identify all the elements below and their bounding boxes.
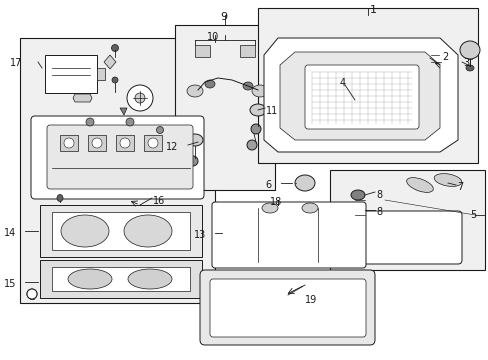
Ellipse shape xyxy=(27,289,37,299)
Ellipse shape xyxy=(86,118,94,126)
Text: 10: 10 xyxy=(206,32,219,42)
FancyBboxPatch shape xyxy=(47,125,193,189)
Polygon shape xyxy=(280,52,439,140)
Text: 9: 9 xyxy=(220,12,226,22)
Ellipse shape xyxy=(186,134,203,146)
Ellipse shape xyxy=(401,112,409,120)
Bar xyxy=(262,212,313,260)
FancyBboxPatch shape xyxy=(305,65,418,129)
Ellipse shape xyxy=(68,269,112,289)
Ellipse shape xyxy=(187,156,198,166)
Ellipse shape xyxy=(350,205,364,215)
Bar xyxy=(20,38,215,303)
Bar xyxy=(240,45,254,57)
Text: 19: 19 xyxy=(305,295,317,305)
Ellipse shape xyxy=(354,93,368,107)
Ellipse shape xyxy=(350,190,364,200)
Ellipse shape xyxy=(148,138,158,148)
Bar xyxy=(347,222,447,252)
Bar xyxy=(97,68,105,80)
Ellipse shape xyxy=(204,80,215,88)
Ellipse shape xyxy=(250,124,261,134)
FancyBboxPatch shape xyxy=(212,202,365,268)
Bar xyxy=(329,170,484,270)
Text: 15: 15 xyxy=(3,279,16,289)
Ellipse shape xyxy=(120,138,130,148)
Ellipse shape xyxy=(401,74,409,82)
Text: 6: 6 xyxy=(265,180,271,190)
Text: 8: 8 xyxy=(375,190,381,200)
Ellipse shape xyxy=(465,65,473,71)
Text: 7: 7 xyxy=(456,182,462,192)
Ellipse shape xyxy=(156,126,163,134)
Ellipse shape xyxy=(57,194,63,202)
Ellipse shape xyxy=(313,112,321,120)
Text: 13: 13 xyxy=(193,230,205,240)
Bar xyxy=(52,267,190,291)
Ellipse shape xyxy=(27,289,37,299)
Ellipse shape xyxy=(128,269,172,289)
Text: 17: 17 xyxy=(10,58,22,68)
Ellipse shape xyxy=(349,88,373,112)
Ellipse shape xyxy=(111,45,118,51)
Ellipse shape xyxy=(297,286,361,330)
Bar xyxy=(40,260,202,298)
Bar xyxy=(175,25,274,190)
Text: 8: 8 xyxy=(375,207,381,217)
Polygon shape xyxy=(73,94,92,102)
Text: 11: 11 xyxy=(265,106,278,116)
Polygon shape xyxy=(104,55,116,69)
Ellipse shape xyxy=(433,174,461,186)
Bar xyxy=(60,135,78,151)
Ellipse shape xyxy=(92,138,102,148)
Ellipse shape xyxy=(64,138,74,148)
Text: 16: 16 xyxy=(153,196,165,206)
Ellipse shape xyxy=(294,175,314,191)
FancyBboxPatch shape xyxy=(31,116,203,199)
Bar xyxy=(258,8,477,163)
Bar xyxy=(88,135,106,151)
Ellipse shape xyxy=(229,286,293,330)
Polygon shape xyxy=(264,38,457,152)
Bar xyxy=(222,212,253,260)
Text: 3: 3 xyxy=(462,58,468,68)
FancyBboxPatch shape xyxy=(200,270,374,345)
Bar xyxy=(116,135,134,151)
Text: 14: 14 xyxy=(4,228,16,238)
Ellipse shape xyxy=(112,77,118,83)
Ellipse shape xyxy=(186,85,203,97)
Text: 18: 18 xyxy=(269,197,282,207)
Ellipse shape xyxy=(135,93,145,103)
Text: 12: 12 xyxy=(165,142,178,152)
Ellipse shape xyxy=(406,177,432,192)
Ellipse shape xyxy=(29,292,35,297)
FancyBboxPatch shape xyxy=(209,279,365,337)
Ellipse shape xyxy=(262,203,278,213)
Bar xyxy=(45,55,97,93)
Ellipse shape xyxy=(126,118,134,126)
Ellipse shape xyxy=(124,215,172,247)
Text: 1: 1 xyxy=(369,5,376,15)
Ellipse shape xyxy=(313,74,321,82)
Ellipse shape xyxy=(302,203,317,213)
Bar xyxy=(321,212,356,260)
Ellipse shape xyxy=(251,85,267,97)
Bar xyxy=(52,212,190,250)
Ellipse shape xyxy=(243,82,252,90)
Text: 2: 2 xyxy=(441,52,447,62)
Text: 5: 5 xyxy=(469,210,475,220)
Ellipse shape xyxy=(61,215,109,247)
Bar xyxy=(143,135,162,151)
Bar xyxy=(430,48,438,70)
Bar xyxy=(40,205,202,257)
Ellipse shape xyxy=(249,104,265,116)
Ellipse shape xyxy=(127,85,153,111)
Ellipse shape xyxy=(246,140,257,150)
FancyBboxPatch shape xyxy=(333,211,461,264)
Polygon shape xyxy=(120,108,127,115)
Text: 4: 4 xyxy=(339,78,346,88)
Ellipse shape xyxy=(459,41,479,59)
Bar xyxy=(195,45,209,57)
